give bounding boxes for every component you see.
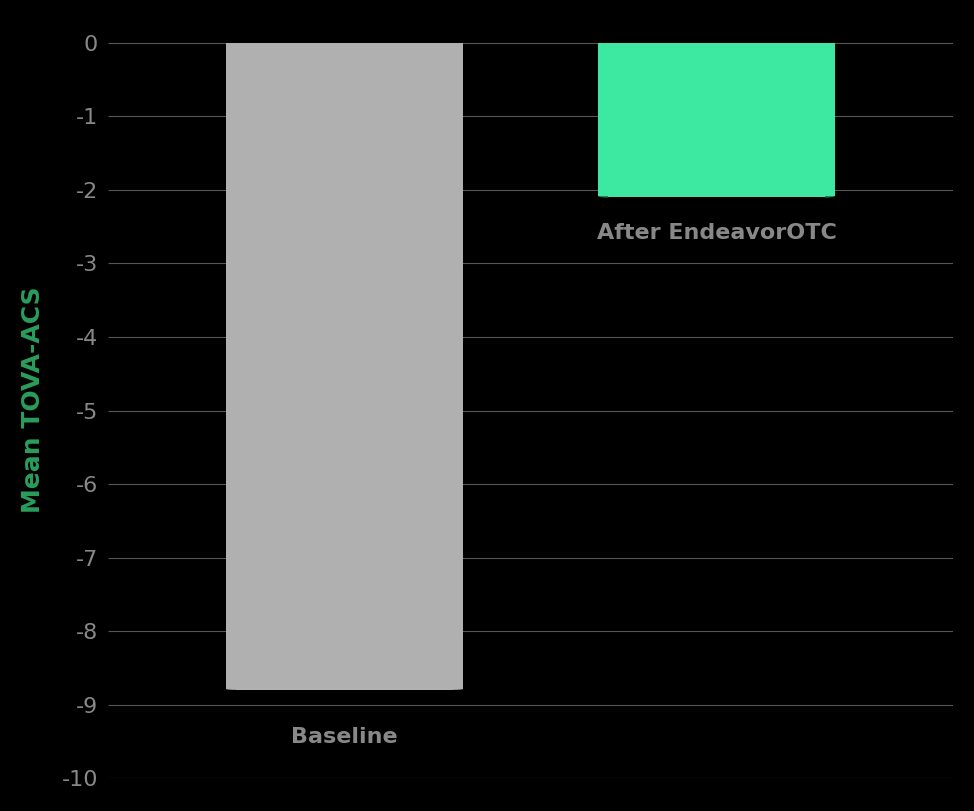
Text: Baseline: Baseline (291, 727, 397, 747)
Wedge shape (226, 689, 237, 690)
Bar (608, 196, 825, 197)
Bar (237, 689, 453, 690)
Wedge shape (453, 689, 463, 690)
Y-axis label: Mean TOVA-ACS: Mean TOVA-ACS (20, 286, 45, 513)
Text: After EndeavorOTC: After EndeavorOTC (596, 223, 837, 243)
Wedge shape (598, 196, 608, 197)
Wedge shape (825, 196, 835, 197)
Bar (598, 43, 835, 196)
Bar (226, 43, 463, 689)
